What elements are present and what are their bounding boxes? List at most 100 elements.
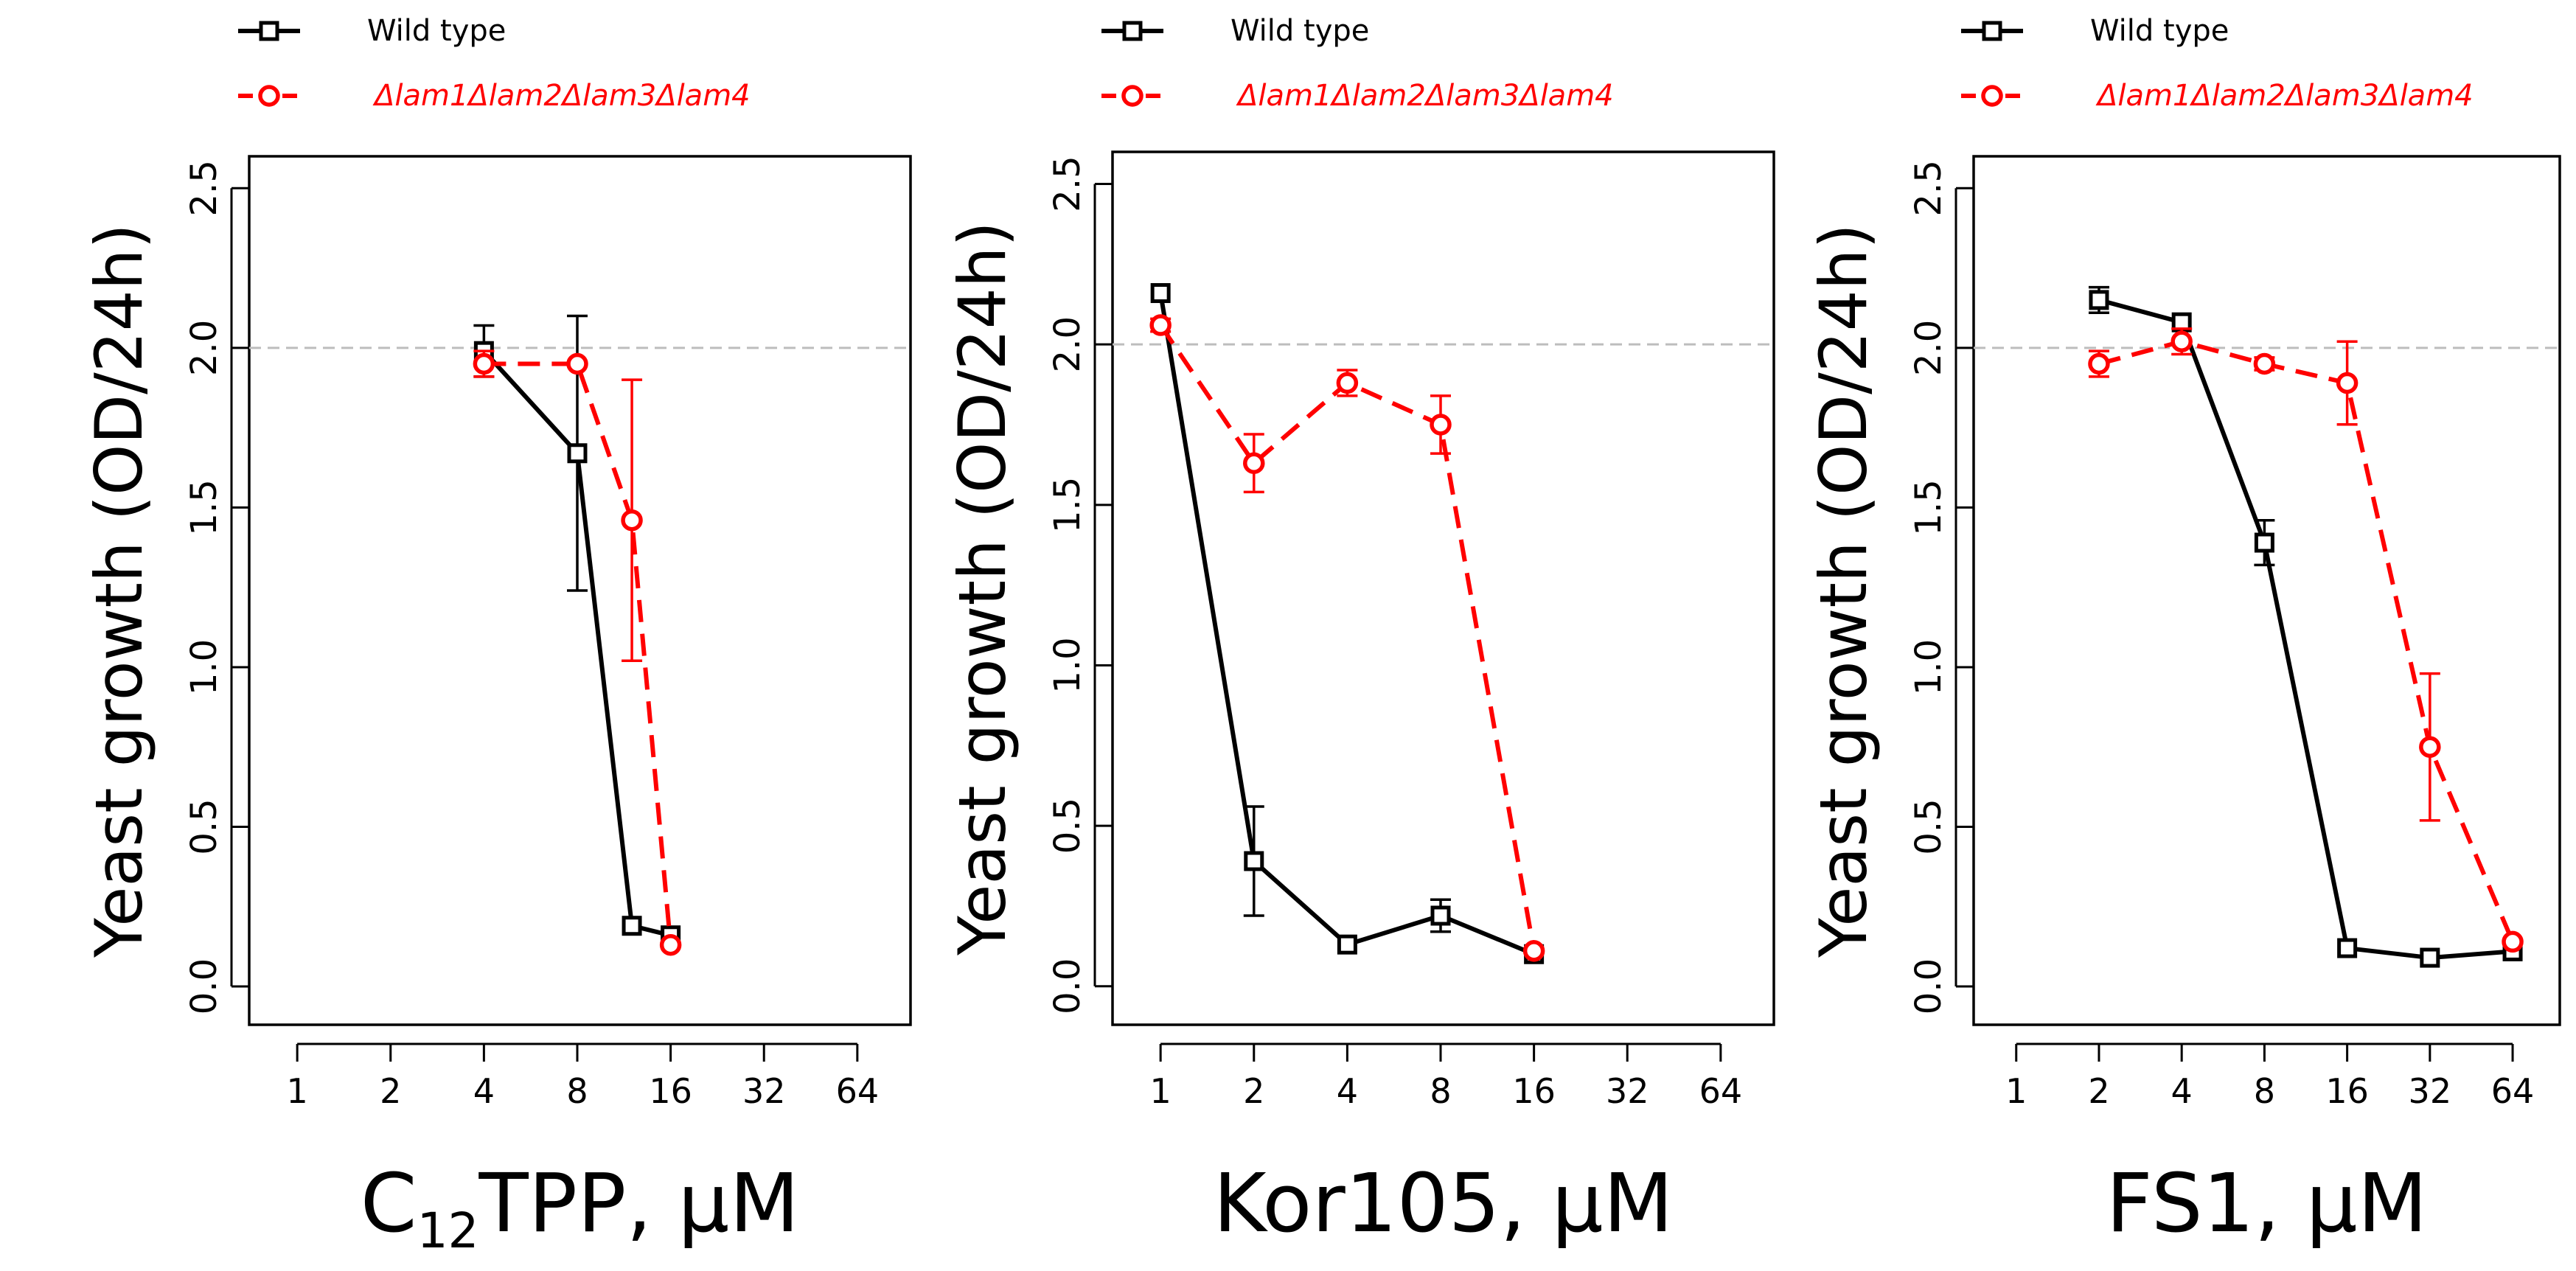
x-axis-title-main: FS1, μM — [2106, 1156, 2428, 1250]
open-circle-dashed-line-icon — [1121, 85, 1143, 107]
y-tick-label: 0.0 — [184, 958, 225, 1014]
x-tick-label: 4 — [1337, 1071, 1358, 1111]
open-square-solid-line-icon — [1122, 21, 1143, 41]
data-point-wild-type — [2337, 938, 2358, 958]
series-mutant — [1149, 314, 1545, 962]
series-wild-type — [2088, 285, 2523, 968]
legend-mutant-label: Δlam1Δlam2Δlam3Δlam4 — [1236, 79, 1614, 113]
y-tick-label: 1.5 — [1047, 477, 1088, 533]
data-point-mutant — [2171, 330, 2193, 352]
x-tick-label: 64 — [836, 1071, 880, 1111]
data-point-mutant — [2419, 736, 2441, 758]
y-tick-label: 2.5 — [184, 160, 225, 216]
x-axis-title: FS1, μM — [2106, 1156, 2428, 1250]
x-axis-title-rest: TPP, μM — [478, 1156, 800, 1250]
x-axis-title: C12TPP, μM — [361, 1156, 799, 1259]
series-line-wild-type — [482, 349, 672, 938]
data-point-mutant — [566, 352, 588, 375]
open-circle-dashed-line-icon — [1981, 85, 2003, 107]
x-tick-label: 16 — [649, 1071, 692, 1111]
x-tick-label: 16 — [2325, 1071, 2369, 1111]
series-line-mutant — [2098, 339, 2515, 943]
plot-frame — [1111, 150, 1775, 1026]
data-point-mutant — [621, 509, 643, 532]
y-tick-label: 0.5 — [184, 798, 225, 854]
data-point-wild-type — [2420, 947, 2440, 968]
y-tick-label: 1.5 — [1908, 479, 1949, 535]
y-tick-label: 1.0 — [1047, 637, 1088, 693]
data-point-wild-type — [2254, 532, 2274, 553]
chart-panel-kor105: 0.0 0.5 1.0 1.5 2.0 2.5 Yeast growth (OD/24h) 1… — [944, 14, 1775, 1250]
x-tick-label: 1 — [2005, 1071, 2027, 1111]
legend-wild-type-label: Wild type — [1230, 14, 1369, 48]
open-circle-dashed-line-icon — [258, 85, 280, 107]
chart-panel-fs1: 0.0 0.5 1.0 1.5 2.0 2.5 Yeast growth (OD/24h) 1… — [1806, 14, 2561, 1250]
series-line-mutant — [484, 361, 673, 946]
legend-mutant-label: Δlam1Δlam2Δlam3Δlam4 — [372, 79, 751, 113]
x-tick-label: 4 — [473, 1071, 495, 1111]
y-axis-title: Yeast growth (OD/24h) — [944, 221, 1020, 956]
y-tick-label: 0.5 — [1047, 798, 1088, 854]
legend-mutant-label: Δlam1Δlam2Δlam3Δlam4 — [2095, 79, 2474, 113]
y-axis-title: Yeast growth (OD/24h) — [81, 223, 157, 958]
legend-wild-type-label: Wild type — [367, 14, 506, 48]
data-point-mutant — [2502, 930, 2524, 953]
y-tick-label: 1.5 — [184, 479, 225, 535]
x-tick-label: 8 — [1430, 1071, 1451, 1111]
data-point-mutant — [1336, 372, 1359, 394]
y-tick-label: 1.0 — [1908, 639, 1949, 695]
series-mutant — [473, 349, 682, 956]
data-point-wild-type — [1337, 934, 1357, 955]
data-point-wild-type — [1430, 905, 1451, 926]
legend-wild-type-label: Wild type — [2090, 14, 2229, 48]
data-point-wild-type — [622, 916, 642, 936]
data-point-mutant — [1243, 452, 1265, 474]
x-tick-label: 32 — [1606, 1071, 1649, 1111]
x-tick-label: 4 — [2171, 1071, 2193, 1111]
x-tick-label: 32 — [2409, 1071, 2452, 1111]
x-tick-label: 2 — [380, 1071, 401, 1111]
series-mutant — [2088, 327, 2524, 953]
y-axis-title: Yeast growth (OD/24h) — [1806, 223, 1881, 958]
data-point-mutant — [2336, 372, 2359, 394]
data-point-mutant — [473, 352, 495, 375]
legend: Wild type Δlam1Δlam2Δlam3Δlam4 — [238, 14, 751, 113]
x-tick-label: 2 — [1243, 1071, 1264, 1111]
y-tick-label: 2.0 — [1908, 320, 1949, 376]
data-point-mutant — [659, 933, 682, 956]
series-wild-type — [473, 314, 681, 946]
x-axis-title-main: Kor105, μM — [1214, 1156, 1674, 1250]
x-tick-label: 8 — [2254, 1071, 2275, 1111]
y-tick-label: 0.5 — [1908, 798, 1949, 854]
data-point-mutant — [2088, 352, 2110, 375]
open-square-solid-line-icon — [1982, 21, 2002, 41]
data-point-wild-type — [1150, 283, 1171, 304]
x-tick-label: 1 — [287, 1071, 308, 1111]
x-tick-label: 2 — [2088, 1071, 2109, 1111]
y-tick-label: 2.5 — [1047, 156, 1088, 212]
series-line-wild-type — [2098, 297, 2513, 961]
x-tick-label: 8 — [566, 1071, 588, 1111]
legend: Wild type Δlam1Δlam2Δlam3Δlam4 — [1101, 14, 1614, 113]
y-tick-label: 0.0 — [1908, 958, 1949, 1014]
data-point-wild-type — [567, 443, 588, 464]
y-tick-label: 2.5 — [1908, 160, 1949, 216]
x-tick-label: 1 — [1150, 1071, 1172, 1111]
x-tick-label: 64 — [1699, 1071, 1743, 1111]
data-point-wild-type — [2089, 290, 2109, 310]
y-tick-label: 2.0 — [1047, 316, 1088, 372]
data-point-mutant — [1522, 940, 1545, 962]
x-tick-label: 32 — [742, 1071, 786, 1111]
plot-frame — [1972, 155, 2561, 1026]
data-point-mutant — [1149, 314, 1172, 336]
chart-panel-c12tpp: 0.0 0.5 1.0 1.5 2.0 2.5 Yeast growth (OD/24h) 1… — [81, 14, 912, 1259]
legend: Wild type Δlam1Δlam2Δlam3Δlam4 — [1961, 14, 2474, 113]
x-tick-label: 64 — [2491, 1071, 2535, 1111]
y-tick-label: 2.0 — [184, 320, 225, 376]
x-axis-title-subscript: 12 — [417, 1202, 479, 1259]
x-axis-title: Kor105, μM — [1214, 1156, 1674, 1250]
data-point-wild-type — [1244, 851, 1264, 871]
data-point-mutant — [2253, 352, 2276, 375]
plot-frame — [248, 155, 912, 1026]
